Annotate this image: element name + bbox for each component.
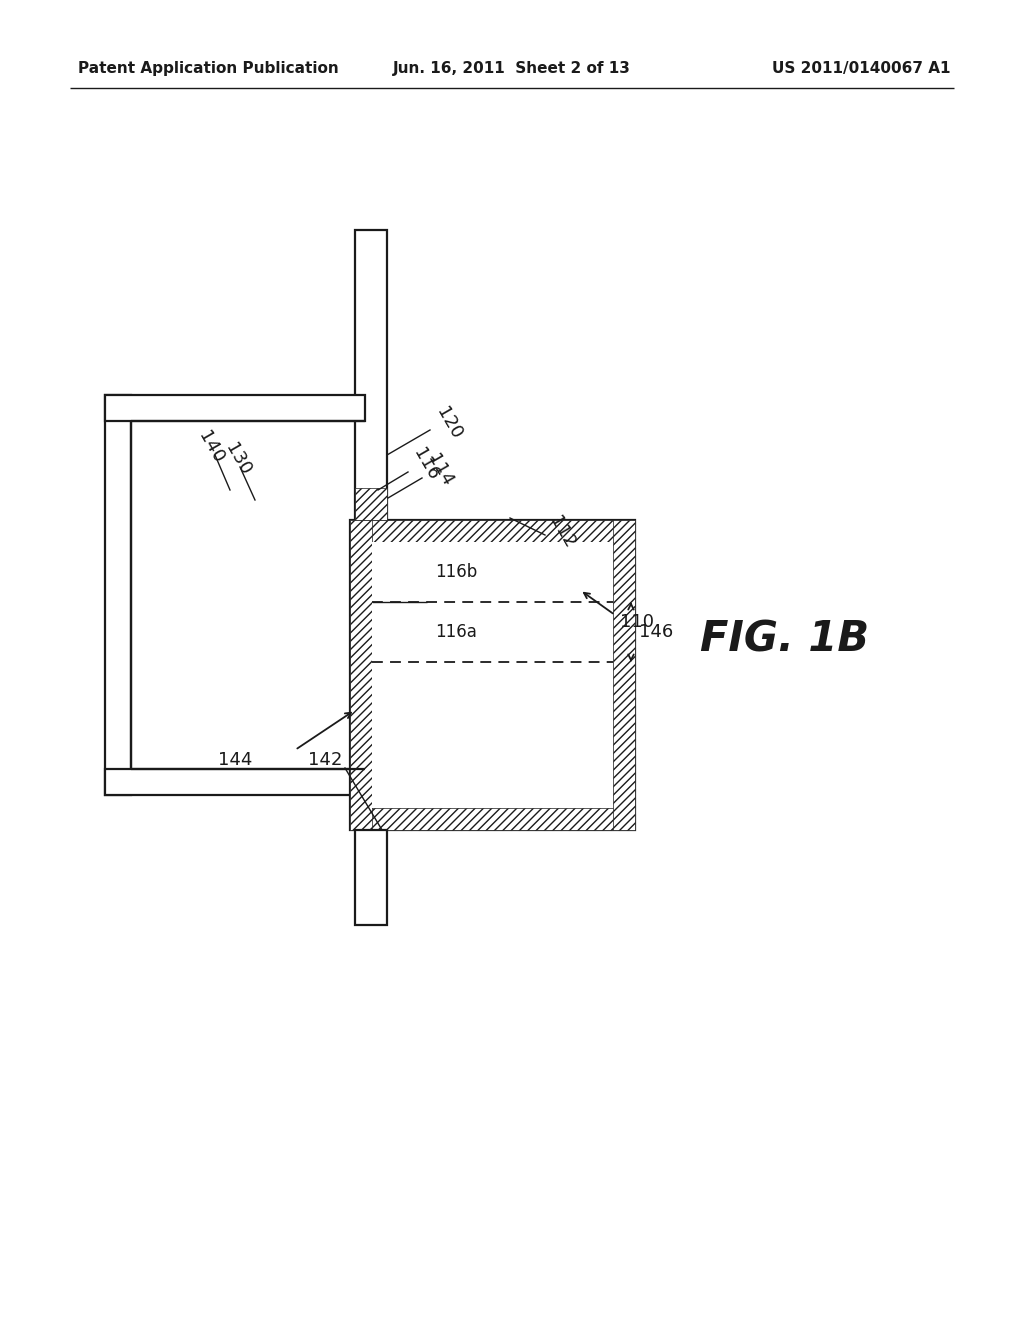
Text: 144: 144 [218,751,252,770]
Text: Jun. 16, 2011  Sheet 2 of 13: Jun. 16, 2011 Sheet 2 of 13 [393,61,631,75]
Bar [105,395,131,795]
Bar [372,602,427,663]
Bar [350,808,635,830]
Bar [355,830,387,925]
Text: 116b: 116b [435,564,477,581]
Text: 146: 146 [639,623,673,642]
Bar [355,488,387,520]
Bar [613,520,635,830]
Text: 116a: 116a [435,623,477,642]
Bar [372,543,613,808]
Text: 110: 110 [620,612,654,631]
Bar [372,543,427,602]
Bar [105,395,365,421]
Text: 142: 142 [308,751,342,770]
Text: FIG. 1B: FIG. 1B [700,619,869,661]
Text: 114: 114 [424,450,457,490]
Text: 130: 130 [222,440,255,478]
Bar [350,520,635,543]
Bar [355,230,387,520]
Bar [105,770,365,795]
Bar [350,520,635,830]
Text: 120: 120 [433,404,466,442]
Bar [350,520,372,830]
Text: 112: 112 [546,512,579,552]
Bar [131,421,365,770]
Text: US 2011/0140067 A1: US 2011/0140067 A1 [771,61,950,75]
Text: 140: 140 [195,428,227,466]
Text: Patent Application Publication: Patent Application Publication [78,61,339,75]
Text: 116: 116 [410,445,442,483]
